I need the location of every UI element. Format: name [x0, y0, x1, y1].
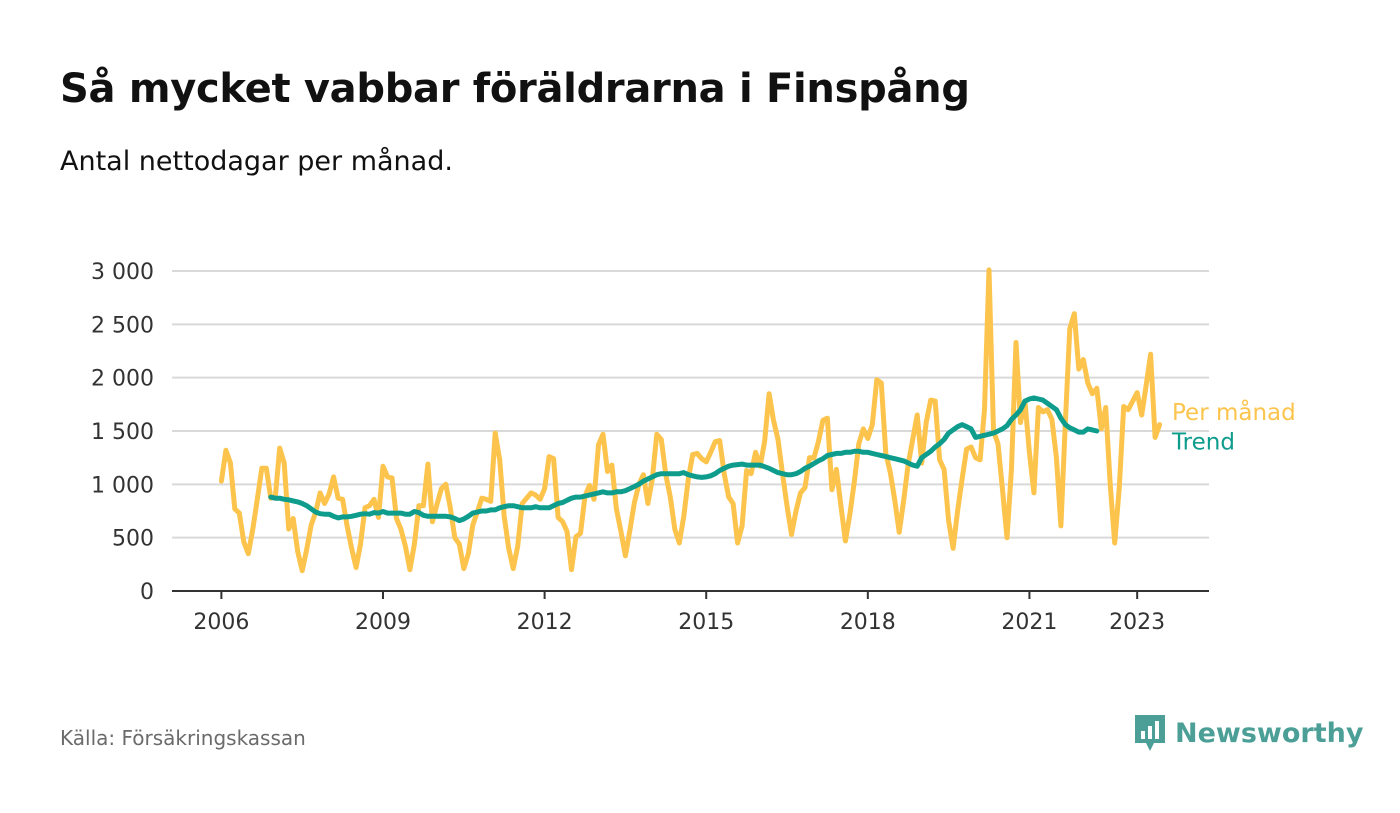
x-tick-label: 2012	[517, 610, 573, 635]
x-axis: 2006 2009 2012 2015 2018 2021 2023	[172, 590, 1209, 635]
y-tick-label: 2 000	[91, 367, 154, 392]
series-label-per-manad: Per månad	[1172, 398, 1296, 426]
x-tick-label: 2023	[1109, 610, 1165, 635]
y-axis-tick-labels: 0 500 1 000 1 500 2 000 2 500 3 000	[91, 260, 154, 605]
x-tick-label: 2015	[678, 610, 734, 635]
y-tick-label: 1 500	[91, 420, 154, 445]
y-tick-label: 1 000	[91, 473, 154, 498]
y-tick-label: 0	[140, 580, 154, 605]
x-tick-label: 2021	[1001, 610, 1057, 635]
series-line-trend	[268, 395, 1100, 524]
series-line-per-manad	[218, 267, 1163, 574]
y-tick-label: 500	[112, 527, 154, 552]
x-tick-label: 2018	[840, 610, 896, 635]
series-labels: Per månad Trend	[1171, 398, 1296, 456]
x-tick-label: 2009	[355, 610, 411, 635]
brand-name: Newsworthy	[1175, 717, 1364, 749]
source-note: Källa: Försäkringskassan	[60, 726, 306, 750]
series-label-trend: Trend	[1171, 430, 1235, 456]
page-subtitle: Antal nettodagar per månad.	[60, 146, 453, 177]
x-tick-label: 2006	[193, 610, 249, 635]
y-tick-label: 2 500	[91, 313, 154, 338]
page-title: Så mycket vabbar föräldrarna i Finspång	[60, 66, 970, 112]
bar-chart-speech-bubble-icon	[1135, 715, 1165, 751]
brand-logo: Newsworthy	[1133, 710, 1363, 756]
y-tick-label: 3 000	[91, 260, 154, 285]
series-lines	[218, 267, 1163, 574]
